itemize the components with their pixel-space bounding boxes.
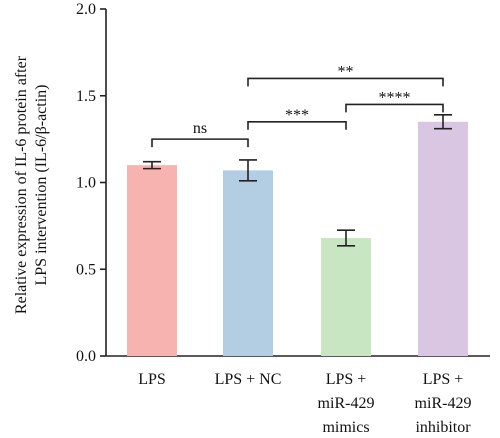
significance-bracket: ** bbox=[247, 63, 444, 87]
significance-bracket: ns bbox=[151, 120, 249, 148]
x-category-label: miR-429 bbox=[318, 395, 375, 412]
significance-label: **** bbox=[379, 89, 411, 106]
error-bar bbox=[239, 159, 257, 182]
x-category-label: LPS bbox=[138, 371, 166, 388]
y-tick-label: 0.5 bbox=[76, 261, 96, 278]
bar bbox=[127, 165, 177, 356]
bar bbox=[223, 170, 273, 356]
x-category-label: LPS + bbox=[423, 371, 464, 388]
y-axis-title-line-2: LPS intervention (IL-6/β-actin) bbox=[33, 85, 50, 286]
significance-label: ns bbox=[193, 120, 207, 137]
x-category-label: LPS + bbox=[326, 371, 367, 388]
error-bar bbox=[337, 229, 355, 247]
y-tick-label: 0.0 bbox=[76, 348, 96, 365]
y-tick-label: 2.0 bbox=[76, 1, 96, 18]
significance-bracket: *** bbox=[247, 107, 347, 130]
y-tick-label: 1.0 bbox=[76, 175, 96, 192]
bars bbox=[127, 114, 468, 357]
x-category-label: mimics bbox=[322, 419, 369, 436]
bar bbox=[321, 238, 371, 356]
x-category-label: LPS + NC bbox=[215, 371, 282, 388]
y-tick-label: 1.5 bbox=[76, 88, 96, 105]
x-category-label: miR-429 bbox=[415, 395, 472, 412]
bar bbox=[418, 121, 468, 357]
y-axis-title: Relative expression of IL-6 protein afte… bbox=[13, 55, 50, 314]
x-category-label: inhibitor bbox=[415, 419, 471, 436]
x-axis-labels: LPS LPS + NC LPS + miR-429 mimics LPS + miR-42… bbox=[138, 371, 471, 436]
error-bar bbox=[143, 160, 161, 170]
significance-bracket: **** bbox=[345, 89, 444, 113]
significance-label: ** bbox=[338, 63, 354, 80]
significance-brackets: ns********* bbox=[151, 63, 444, 148]
significance-label: *** bbox=[285, 107, 309, 124]
y-axis-title-line-1: Relative expression of IL-6 protein afte… bbox=[13, 55, 30, 314]
error-bar bbox=[434, 114, 452, 130]
